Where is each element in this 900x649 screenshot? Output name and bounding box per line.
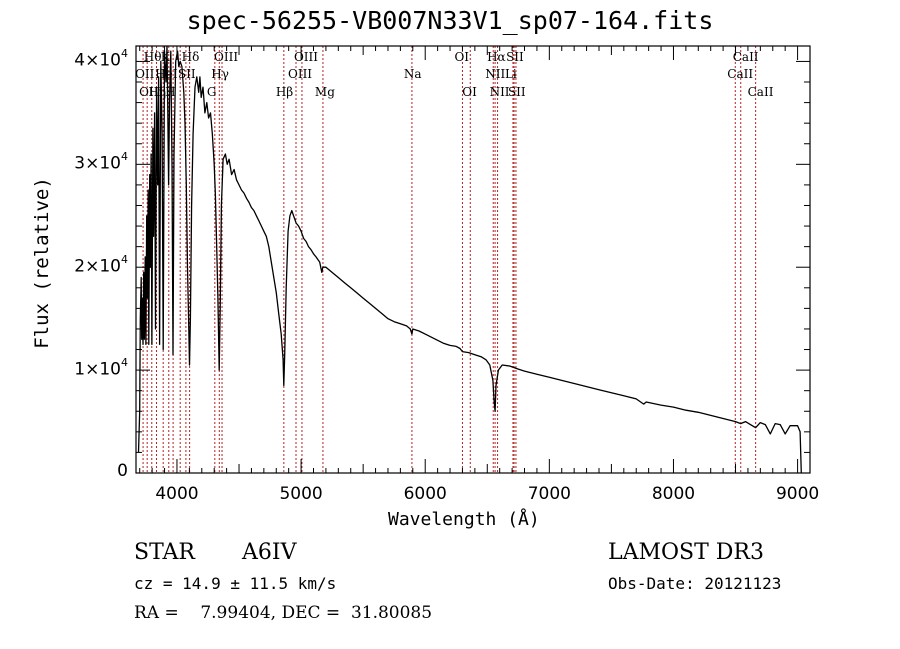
emission-line-label: OII (135, 67, 155, 81)
emission-line-label: SII (177, 67, 196, 81)
y-tick-mantissa: 3×10 (74, 153, 121, 174)
emission-line-label: OI (462, 85, 477, 99)
emission-line-label: Hθ (143, 50, 162, 64)
emission-line-label: Hγ (211, 67, 229, 81)
y-tick-label: 2×104 (38, 253, 128, 277)
y-tick-mantissa: 0 (117, 461, 128, 481)
x-axis-label: Wavelength (Å) (388, 509, 540, 530)
y-tick-exponent: 4 (121, 356, 128, 370)
plot-frame (135, 45, 811, 474)
axis-ticks (136, 46, 811, 474)
y-axis-label: Flux (relative) (31, 177, 53, 349)
emission-line-label: Na (403, 67, 422, 81)
y-tick-label: 3×104 (38, 150, 128, 174)
emission-line-label: SII (507, 85, 526, 99)
y-tick-mantissa: 1×10 (74, 359, 121, 380)
y-tick-label: 0 (38, 461, 128, 481)
y-tick-exponent: 4 (121, 150, 128, 164)
redshift-text: cz = 14.9 ± 11.5 km/s (134, 574, 337, 593)
x-tick-label: 6000 (403, 484, 447, 504)
spectrum-series-line (137, 45, 802, 474)
emission-line-label: OIII (287, 67, 313, 81)
emission-line-markers (142, 46, 757, 473)
emission-line-label: Li (504, 67, 517, 81)
observation-date: Obs-Date: 20121123 (608, 574, 782, 593)
emission-line-label: Mg (314, 85, 335, 99)
y-tick-label: 1×104 (38, 356, 128, 380)
emission-line-label: NII (489, 85, 510, 99)
x-tick-label: 7000 (527, 484, 571, 504)
emission-line-label: HeI (155, 67, 178, 81)
emission-line-label: Hβ (275, 85, 294, 99)
x-tick-label: 5000 (279, 484, 323, 504)
y-tick-exponent: 4 (121, 47, 128, 61)
emission-line-label: Hδ (181, 50, 200, 64)
y-tick-mantissa: 2×10 (74, 256, 121, 277)
survey-name: LAMOST DR3 (608, 540, 764, 565)
emission-line-label: SII (506, 50, 524, 64)
emission-line-label: OIII (293, 50, 319, 64)
emission-line-label: CaII (727, 67, 754, 81)
y-tick-exponent: 4 (121, 253, 128, 267)
emission-line-label: NII (485, 67, 506, 81)
emission-line-label: OIII (214, 50, 239, 64)
emission-line-label: CaII (747, 85, 774, 99)
chart-title: spec-56255-VB007N33V1_sp07-164.fits (186, 6, 714, 35)
x-tick-label: 9000 (775, 484, 820, 504)
y-tick-label: 4×104 (38, 47, 128, 72)
emission-line-label: H (165, 85, 176, 99)
emission-line-label: K (160, 50, 170, 64)
x-tick-label: 4000 (155, 484, 199, 504)
emission-line-label: OIII (139, 85, 164, 99)
spectral-subclass: A6IV (242, 540, 297, 565)
emission-line-label: CaII (732, 50, 759, 64)
x-tick-label: 8000 (651, 484, 696, 504)
emission-line-label: Hα (487, 50, 506, 64)
emission-line-label: G (206, 85, 217, 99)
object-type: STAR (134, 540, 195, 565)
emission-line-label: Hη (148, 85, 167, 99)
coordinates-text: RA = 7.99404, DEC = 31.80085 (134, 603, 433, 623)
emission-line-label: OI (454, 50, 470, 64)
y-tick-mantissa: 4×10 (74, 51, 121, 72)
